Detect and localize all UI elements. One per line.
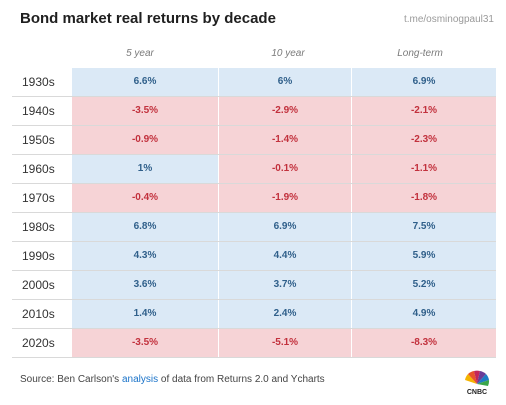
table-cell: 5.9%	[352, 242, 496, 270]
watermark: t.me/osminogpaul31	[403, 14, 494, 25]
table-cell: -3.5%	[72, 329, 218, 357]
table-cell: 1.4%	[72, 300, 218, 328]
table-cell: -2.9%	[219, 97, 351, 125]
table-row: 2020s -3.5% -5.1% -8.3%	[12, 329, 496, 358]
row-label: 2010s	[22, 307, 55, 321]
table-cell: -0.9%	[72, 126, 218, 154]
table-cell: 2.4%	[219, 300, 351, 328]
table-cell: 6.8%	[72, 213, 218, 241]
table-cell: -1.4%	[219, 126, 351, 154]
table-cell: 3.6%	[72, 271, 218, 299]
table-row: 1950s -0.9% -1.4% -2.3%	[12, 126, 496, 155]
source-link[interactable]: analysis	[121, 374, 159, 385]
table-cell: -2.3%	[352, 126, 496, 154]
column-header: 5 year	[126, 48, 154, 59]
table-row: 1930s 6.6% 6% 6.9%	[12, 68, 496, 97]
table-cell: 4.4%	[219, 242, 351, 270]
source-note: Source: Ben Carlson's analysis of data f…	[20, 374, 325, 385]
table-cell: -1.1%	[352, 155, 496, 183]
source-suffix: of data from Returns 2.0 and Ycharts	[158, 374, 325, 385]
table-cell: 5.2%	[352, 271, 496, 299]
table-cell: -8.3%	[352, 329, 496, 357]
table-cell: 4.9%	[352, 300, 496, 328]
row-label: 1950s	[22, 133, 55, 147]
table-row: 1980s 6.8% 6.9% 7.5%	[12, 213, 496, 242]
table-cell: -0.4%	[72, 184, 218, 212]
column-header: 10 year	[271, 48, 305, 59]
table-row: 1940s -3.5% -2.9% -2.1%	[12, 97, 496, 126]
table-cell: -3.5%	[72, 97, 218, 125]
table-cell: 6%	[219, 68, 351, 96]
table-cell: 1%	[72, 155, 218, 183]
table-cell: -0.1%	[219, 155, 351, 183]
source-prefix: Source: Ben Carlson's	[20, 374, 122, 385]
page-title: Bond market real returns by decade	[20, 10, 276, 27]
table-cell: 3.7%	[219, 271, 351, 299]
table-row: 2010s 1.4% 2.4% 4.9%	[12, 300, 496, 329]
table-cell: -5.1%	[219, 329, 351, 357]
table-cell: -1.8%	[352, 184, 496, 212]
table-cell: -2.1%	[352, 97, 496, 125]
table-cell: 7.5%	[352, 213, 496, 241]
table-row: 1960s 1% -0.1% -1.1%	[12, 155, 496, 184]
row-label: 1970s	[22, 191, 55, 205]
table-row: 2000s 3.6% 3.7% 5.2%	[12, 271, 496, 300]
cnbc-peacock-icon	[465, 370, 490, 386]
row-label: 1960s	[22, 162, 55, 176]
row-label: 1980s	[22, 220, 55, 234]
table-cell: 6.9%	[219, 213, 351, 241]
row-label: 1990s	[22, 249, 55, 263]
table-cell: 6.6%	[72, 68, 218, 96]
table-cell: 4.3%	[72, 242, 218, 270]
table-cell: -1.9%	[219, 184, 351, 212]
table-cell: 6.9%	[352, 68, 496, 96]
table-row: 1970s -0.4% -1.9% -1.8%	[12, 184, 496, 213]
cnbc-logo-text: CNBC	[466, 389, 488, 396]
row-label: 2020s	[22, 336, 55, 350]
column-header: Long-term	[397, 48, 443, 59]
table-row: 1990s 4.3% 4.4% 5.9%	[12, 242, 496, 271]
row-label: 1940s	[22, 104, 55, 118]
row-label: 1930s	[22, 75, 55, 89]
row-label: 2000s	[22, 278, 55, 292]
